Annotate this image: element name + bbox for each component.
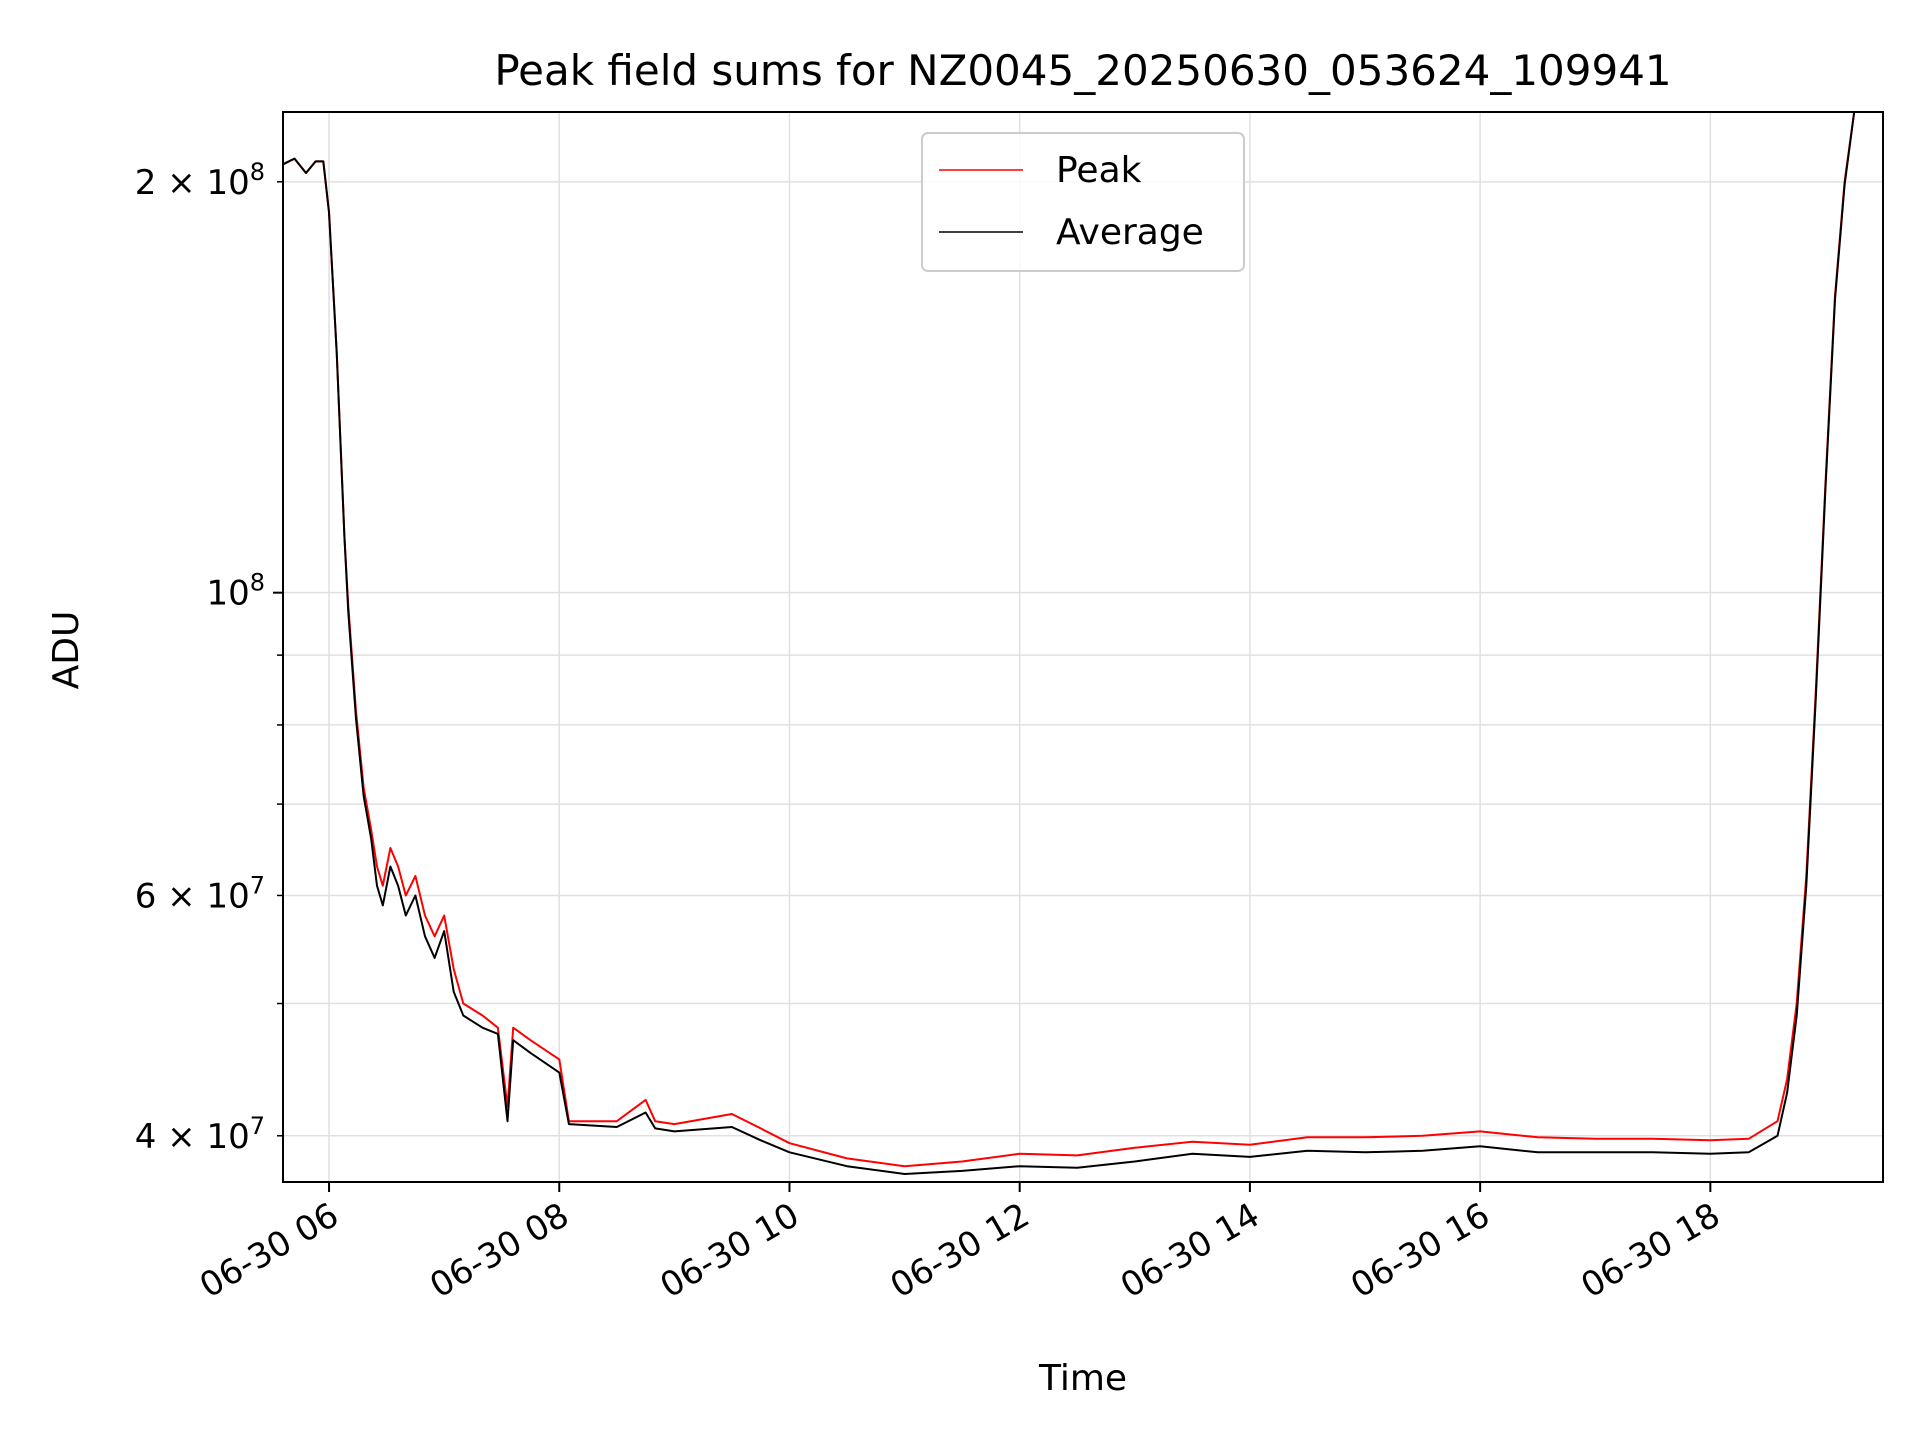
x-axis-label: Time	[1038, 1358, 1127, 1399]
series-line-peak	[283, 112, 1883, 1168]
legend: Peak Average	[921, 132, 1245, 272]
y-tick-label: 2 × 108	[135, 158, 265, 203]
legend-label-average: Average	[1056, 212, 1204, 253]
legend-box	[921, 132, 1245, 272]
y-tick-label: 108	[206, 569, 265, 614]
series-line-average	[283, 112, 1883, 1175]
y-tick-label: 6 × 107	[135, 871, 265, 916]
plot-lines	[283, 112, 1883, 1175]
axes-frame	[282, 111, 1884, 1183]
y-axis-label: ADU	[46, 611, 87, 690]
chart-title: Peak field sums for NZ0045_20250630_0536…	[494, 46, 1671, 95]
legend-label-peak: Peak	[1056, 150, 1142, 191]
y-tick-label: 4 × 107	[135, 1112, 265, 1157]
